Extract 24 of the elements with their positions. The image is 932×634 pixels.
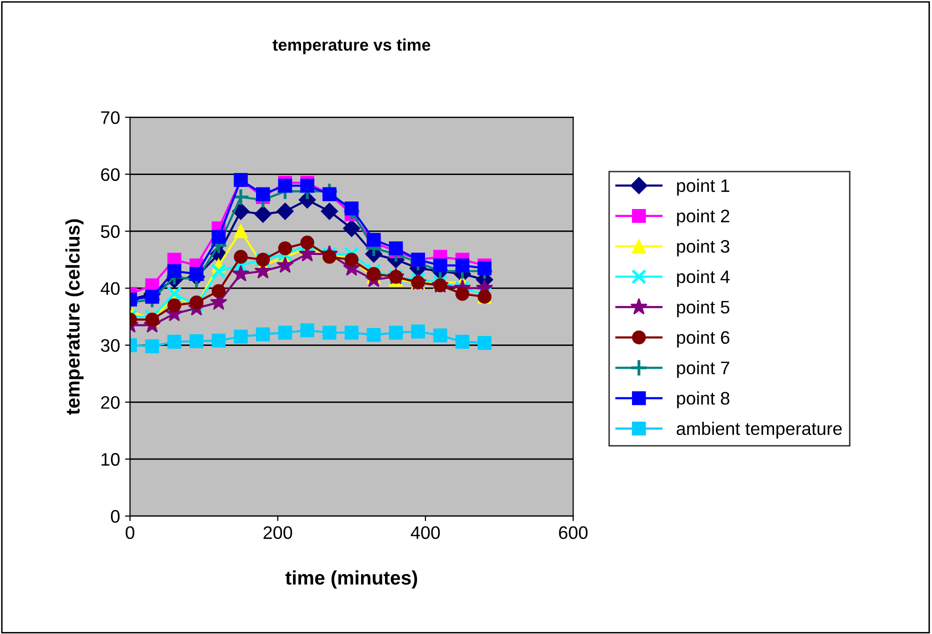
chart-title: temperature vs time bbox=[272, 38, 430, 54]
y-tick-label: 20 bbox=[101, 396, 120, 409]
y-tick-label: 0 bbox=[110, 510, 120, 523]
x-tick-label: 400 bbox=[410, 526, 440, 540]
legend-label: point 7 bbox=[677, 361, 730, 378]
legend-label: point 2 bbox=[677, 209, 730, 226]
x-axis-title: time (minutes) bbox=[285, 570, 418, 589]
legend-label: point 5 bbox=[677, 300, 730, 318]
x-tick-label: 600 bbox=[559, 526, 588, 540]
y-axis-title: temperature (celcius) bbox=[65, 219, 84, 415]
legend-label: point 4 bbox=[677, 270, 730, 287]
x-tick-label: 0 bbox=[126, 526, 134, 540]
y-tick-label: 30 bbox=[100, 339, 120, 352]
legend-label: ambient temperature bbox=[676, 422, 842, 439]
y-tick-label: 60 bbox=[101, 168, 120, 181]
y-tick-label: 50 bbox=[100, 225, 120, 238]
legend-label: point 1 bbox=[677, 178, 730, 196]
y-tick-label: 10 bbox=[102, 453, 120, 466]
legend-label: point 3 bbox=[677, 240, 730, 256]
y-tick-label: 70 bbox=[101, 111, 120, 124]
legend-label: point 8 bbox=[677, 391, 730, 408]
x-tick-label: 200 bbox=[264, 526, 292, 540]
legend-label: point 6 bbox=[677, 330, 730, 348]
y-tick-label: 40 bbox=[100, 282, 120, 295]
